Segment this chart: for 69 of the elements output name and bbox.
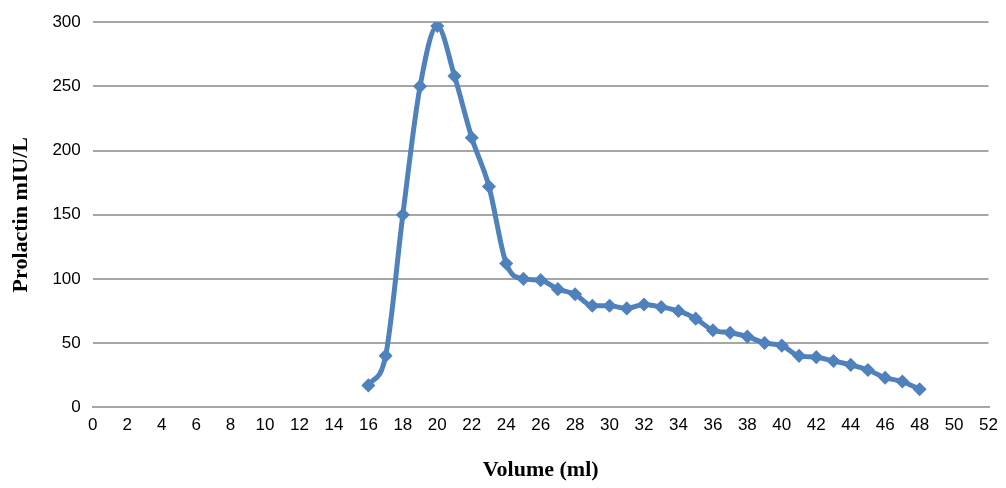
x-tick-label: 42 <box>806 415 826 435</box>
point <box>620 302 633 315</box>
point <box>482 180 495 193</box>
x-tick-label: 50 <box>944 415 964 435</box>
x-tick-label: 18 <box>393 415 413 435</box>
point <box>896 375 909 388</box>
x-tick-label: 12 <box>290 415 309 435</box>
point <box>362 379 375 392</box>
point <box>448 70 461 83</box>
x-tick-label: 24 <box>496 415 516 435</box>
x-tick-label: 22 <box>462 415 482 435</box>
point <box>517 272 530 285</box>
x-axis-title: Volume (ml) <box>482 456 599 482</box>
point <box>500 257 513 270</box>
x-tick-label: 2 <box>122 415 132 435</box>
x-tick-label: 8 <box>225 415 236 435</box>
point <box>551 283 564 296</box>
x-tick-label: 52 <box>979 415 999 435</box>
x-tick-label: 46 <box>875 415 895 435</box>
point <box>689 312 702 325</box>
x-tick-label: 40 <box>772 415 792 435</box>
y-tick-label: 50 <box>61 332 81 352</box>
point <box>638 298 651 311</box>
x-tick-label: 0 <box>88 415 98 435</box>
point <box>913 383 926 396</box>
x-tick-label: 34 <box>669 415 688 435</box>
x-tick-label: 30 <box>600 415 620 435</box>
y-tick-label: 250 <box>52 76 81 96</box>
y-tick-label: 100 <box>52 268 81 288</box>
y-tick-label: 200 <box>52 140 81 160</box>
x-tick-label: 16 <box>358 415 378 435</box>
x-tick-label: 32 <box>634 415 654 435</box>
point <box>741 330 754 343</box>
point <box>396 208 409 221</box>
point <box>844 358 857 371</box>
x-tick-label: 28 <box>565 415 585 435</box>
point <box>414 80 427 93</box>
x-tick-label: 36 <box>703 415 723 435</box>
x-tick-label: 44 <box>841 415 861 435</box>
y-tick-label: 300 <box>52 11 81 31</box>
point <box>827 355 840 367</box>
point <box>724 326 737 339</box>
point <box>775 339 788 352</box>
point <box>569 288 582 301</box>
x-tick-label: 6 <box>191 415 201 435</box>
point <box>861 363 874 376</box>
point <box>379 349 392 362</box>
y-tick-label: 0 <box>71 396 81 416</box>
x-tick-label: 38 <box>737 415 757 435</box>
x-tick-label: 14 <box>324 415 344 435</box>
point <box>655 301 668 314</box>
point <box>879 371 892 384</box>
y-tick-label: 150 <box>52 204 81 224</box>
point <box>431 22 444 33</box>
x-tick-label: 20 <box>427 415 447 435</box>
point <box>706 324 719 337</box>
point <box>534 274 547 287</box>
point <box>758 337 771 350</box>
point <box>672 304 685 317</box>
x-tick-label: 48 <box>910 415 930 435</box>
y-axis-title: Prolactin mIU/L <box>6 136 32 293</box>
x-tick-label: 26 <box>531 415 551 435</box>
point <box>586 299 599 312</box>
point <box>793 349 806 362</box>
point <box>603 299 616 312</box>
point <box>465 131 478 144</box>
x-tick-label: 4 <box>156 415 167 435</box>
point <box>810 351 823 364</box>
x-tick-label: 10 <box>255 415 275 435</box>
